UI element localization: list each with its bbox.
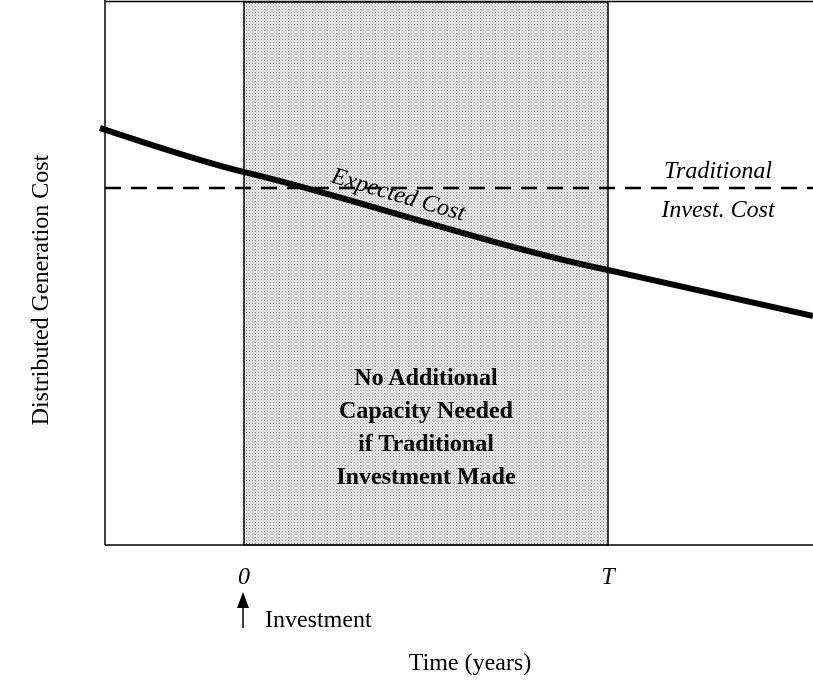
traditional-label: Invest. Cost xyxy=(660,197,776,223)
investment-label: Investment xyxy=(265,607,372,633)
box-text: Investment Made xyxy=(336,464,516,490)
x-axis-label: Time (years) xyxy=(409,650,531,676)
box-text: No Additional xyxy=(354,365,498,391)
traditional-label: Traditional xyxy=(664,158,772,184)
box-text: Capacity Needed xyxy=(339,398,514,424)
arrow-head xyxy=(237,592,249,608)
y-axis-label: Distributed Generation Cost xyxy=(28,154,54,425)
tick-label: 0 xyxy=(238,564,250,590)
expected-cost-curve xyxy=(99,125,813,319)
box-text: if Traditional xyxy=(358,431,494,457)
shaded-period xyxy=(243,1,609,546)
tick-label: T xyxy=(601,564,616,590)
